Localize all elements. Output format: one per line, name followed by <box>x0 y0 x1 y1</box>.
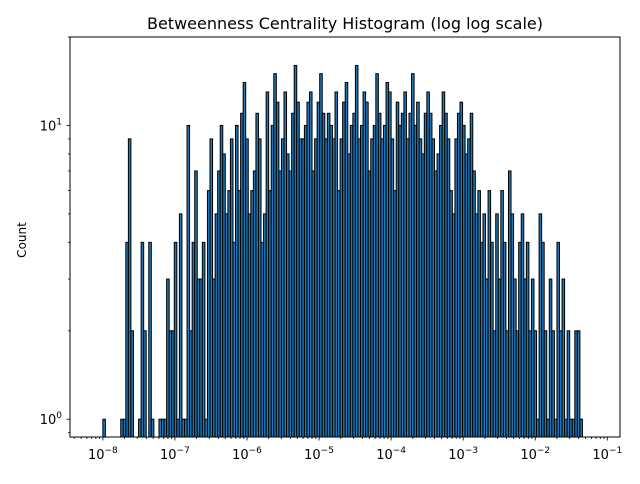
axes-frame <box>69 36 621 438</box>
x-tick-label: 10−1 <box>592 446 622 463</box>
x-tick-label: 10−6 <box>232 446 262 463</box>
histogram-bar <box>130 330 134 438</box>
x-tick-label: 10−7 <box>160 446 190 463</box>
y-tick-label: 100 <box>40 411 63 428</box>
histogram-bar <box>579 418 583 438</box>
y-axis-ticks: 100 101 <box>40 36 70 434</box>
histogram-bar <box>173 241 178 438</box>
x-axis-ticks: 10−8 10−7 10−6 10−5 10−4 10−3 10−2 10−1 <box>73 437 622 463</box>
x-tick-label: 10−4 <box>376 446 406 463</box>
x-tick-label: 10−8 <box>88 446 118 463</box>
chart-title: Betweenness Centrality Histogram (log lo… <box>147 14 543 33</box>
x-tick-label: 10−5 <box>304 446 334 463</box>
histogram-bar <box>150 418 155 438</box>
x-tick-label: 10−2 <box>520 446 550 463</box>
x-tick-label: 10−3 <box>448 446 478 463</box>
histogram-bar <box>178 213 183 438</box>
histogram-bar <box>102 418 106 438</box>
histogram-bar <box>143 330 147 438</box>
histogram-bar <box>148 241 152 438</box>
y-axis-label: Count <box>15 222 29 258</box>
y-tick-label: 101 <box>40 117 62 134</box>
histogram-bar <box>201 241 206 438</box>
histogram-bar <box>561 278 566 438</box>
